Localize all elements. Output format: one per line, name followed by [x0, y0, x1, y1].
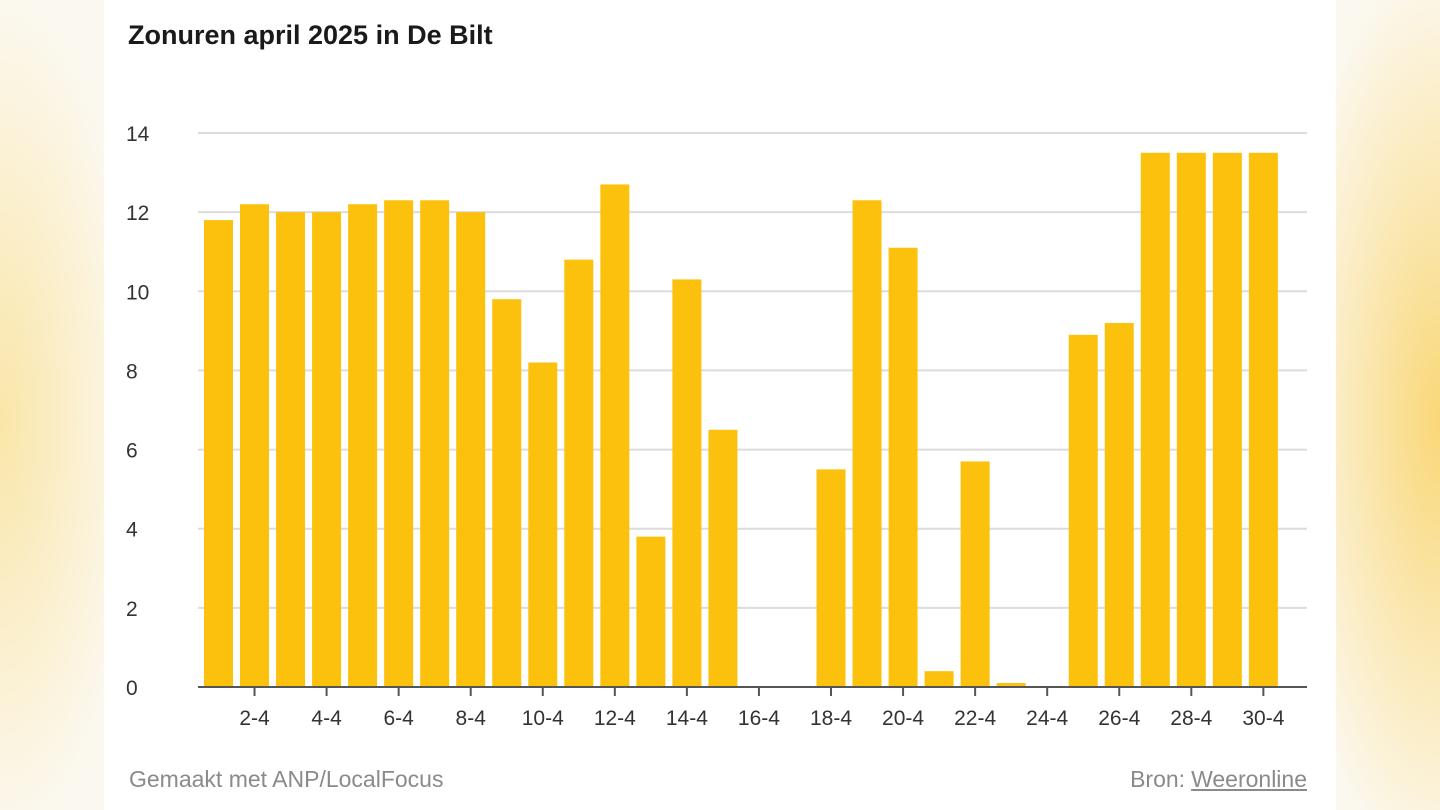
bars — [204, 152, 1278, 688]
y-tick-label: 10 — [126, 281, 149, 304]
bar-6-4 — [384, 200, 414, 687]
x-tick-label: 4-4 — [311, 707, 342, 730]
x-tick-label: 30-4 — [1242, 707, 1284, 730]
bar-11-4 — [564, 259, 594, 687]
bar-8-4 — [456, 212, 486, 687]
bar-15-4 — [708, 429, 738, 687]
bar-5-4 — [348, 204, 378, 687]
bar-20-4 — [888, 247, 918, 687]
source-credit: Bron: Weeronline — [1130, 766, 1307, 793]
bar-29-4 — [1212, 152, 1242, 688]
bar-14-4 — [672, 279, 702, 687]
bar-21-4 — [924, 671, 954, 687]
bar-25-4 — [1068, 334, 1098, 687]
y-tick-label: 14 — [126, 123, 150, 146]
bar-22-4 — [960, 461, 990, 687]
source-label: Bron: — [1130, 766, 1186, 792]
made-with-credit: Gemaakt met ANP/LocalFocus — [129, 766, 444, 792]
bar-18-4 — [816, 469, 846, 687]
bar-28-4 — [1176, 152, 1206, 688]
bar-10-4 — [528, 362, 558, 687]
y-tick-label: 8 — [126, 360, 138, 383]
bar-27-4 — [1140, 152, 1170, 688]
x-tick-label: 22-4 — [954, 707, 996, 730]
bar-30-4 — [1248, 152, 1278, 688]
bar-13-4 — [636, 536, 666, 687]
bar-2-4 — [240, 204, 270, 687]
x-tick-label: 24-4 — [1026, 707, 1068, 730]
x-tick-label: 14-4 — [666, 707, 708, 730]
bar-4-4 — [312, 212, 342, 687]
y-tick-label: 2 — [126, 598, 138, 621]
bar-23-4 — [996, 683, 1026, 687]
x-tick-label: 2-4 — [239, 707, 270, 730]
x-tick-label: 20-4 — [882, 707, 924, 730]
y-axis-ticks: 0 2 4 6 8 10 12 14 — [126, 123, 150, 700]
bar-9-4 — [492, 299, 522, 687]
chart-title: Zonuren april 2025 in De Bilt — [128, 20, 493, 50]
y-tick-label: 6 — [126, 440, 138, 463]
x-tick-label: 28-4 — [1170, 707, 1212, 730]
x-tick-label: 16-4 — [738, 707, 780, 730]
bar-3-4 — [276, 212, 306, 687]
bar-12-4 — [600, 184, 630, 687]
y-tick-label: 12 — [126, 202, 149, 225]
x-tick-label: 18-4 — [810, 707, 852, 730]
y-tick-label: 0 — [126, 677, 138, 700]
bar-26-4 — [1104, 322, 1134, 687]
x-tick-label: 10-4 — [522, 707, 564, 730]
bar-7-4 — [420, 200, 450, 687]
chart-card: Zonuren april 2025 in De Bilt 0 2 4 6 8 10 12 1… — [104, 0, 1336, 810]
bar-19-4 — [852, 200, 882, 687]
source-link[interactable]: Weeronline — [1191, 766, 1307, 792]
bar-chart: 0 2 4 6 8 10 12 14 2-4 4-4 6-4 8-4 10-4 12-4 14-4 16-4… — [126, 123, 1307, 730]
x-tick-label: 26-4 — [1098, 707, 1140, 730]
x-tick-label: 6-4 — [383, 707, 414, 730]
y-tick-label: 4 — [126, 519, 138, 542]
x-tick-label: 12-4 — [594, 707, 636, 730]
x-tick-label: 8-4 — [456, 707, 487, 730]
bar-1-4 — [204, 220, 233, 688]
x-axis-ticks: 2-4 4-4 6-4 8-4 10-4 12-4 14-4 16-4 18-4 20-4 22-4… — [239, 687, 1285, 730]
